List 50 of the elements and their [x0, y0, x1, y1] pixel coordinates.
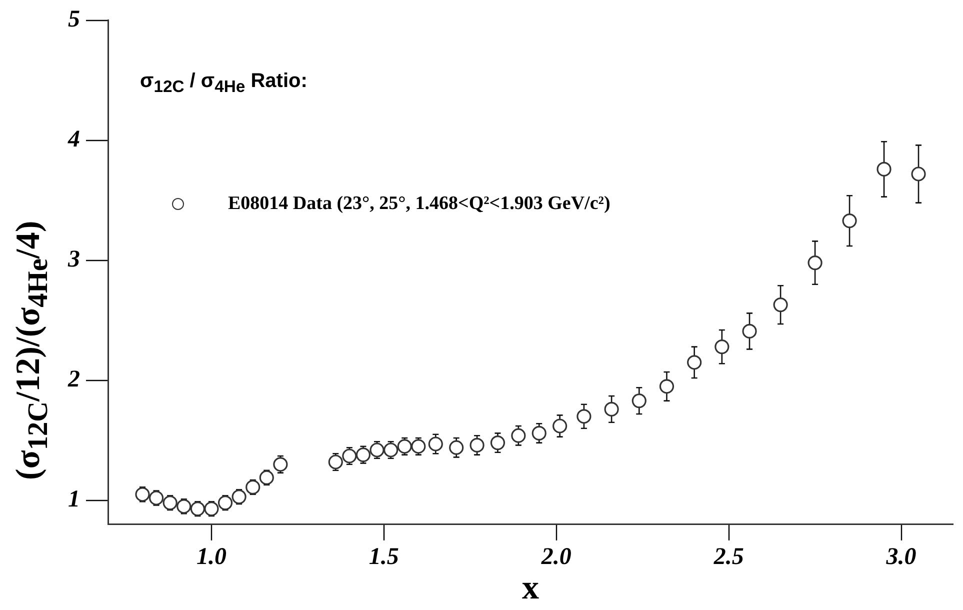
point [148, 490, 164, 506]
point [259, 470, 274, 485]
text: σ$_{12C}$ / σ$_{4He}$ Ratio: [140, 70, 308, 97]
point [176, 499, 192, 514]
point [490, 436, 506, 450]
point [687, 355, 702, 370]
point [552, 418, 568, 434]
x-tick-label: 1.5 [368, 544, 399, 570]
point [356, 448, 371, 462]
point [876, 162, 892, 176]
point [370, 442, 384, 458]
point [842, 214, 857, 228]
point [659, 379, 674, 394]
point [773, 298, 788, 312]
y-tick-label: 1 [68, 486, 80, 513]
point [470, 438, 484, 452]
point [384, 442, 398, 458]
point [808, 256, 822, 270]
x-tick-label: 3.0 [885, 544, 916, 570]
y-tick-label: 5 [68, 6, 80, 33]
point [449, 440, 464, 455]
point [632, 394, 646, 408]
point [532, 426, 546, 440]
y-tick-label: 2 [67, 366, 80, 393]
point [714, 340, 730, 354]
point [328, 454, 343, 470]
y-tick-label: 4 [67, 126, 80, 153]
point [742, 324, 757, 338]
point [397, 439, 412, 454]
x-axis-title: x [522, 569, 539, 606]
point [162, 496, 178, 510]
y-tick-label: 3 [67, 246, 80, 273]
x-tick-label: 2.0 [540, 544, 572, 570]
x-tick-label: 1.0 [196, 544, 226, 570]
point [273, 457, 288, 472]
point [246, 480, 260, 494]
x-tick-label: 2.5 [712, 544, 744, 570]
point [218, 496, 233, 510]
point [511, 428, 526, 443]
point [576, 409, 592, 424]
point [135, 487, 150, 502]
point [190, 502, 205, 516]
point [411, 439, 426, 454]
point [428, 436, 443, 452]
point [204, 502, 219, 516]
legend-label: E08014 Data (23°, 25°, 1.468<Q²<1.903 GeV/c²) [228, 193, 610, 215]
point [911, 166, 926, 182]
point [604, 402, 619, 416]
point [232, 490, 246, 504]
point [342, 448, 357, 464]
